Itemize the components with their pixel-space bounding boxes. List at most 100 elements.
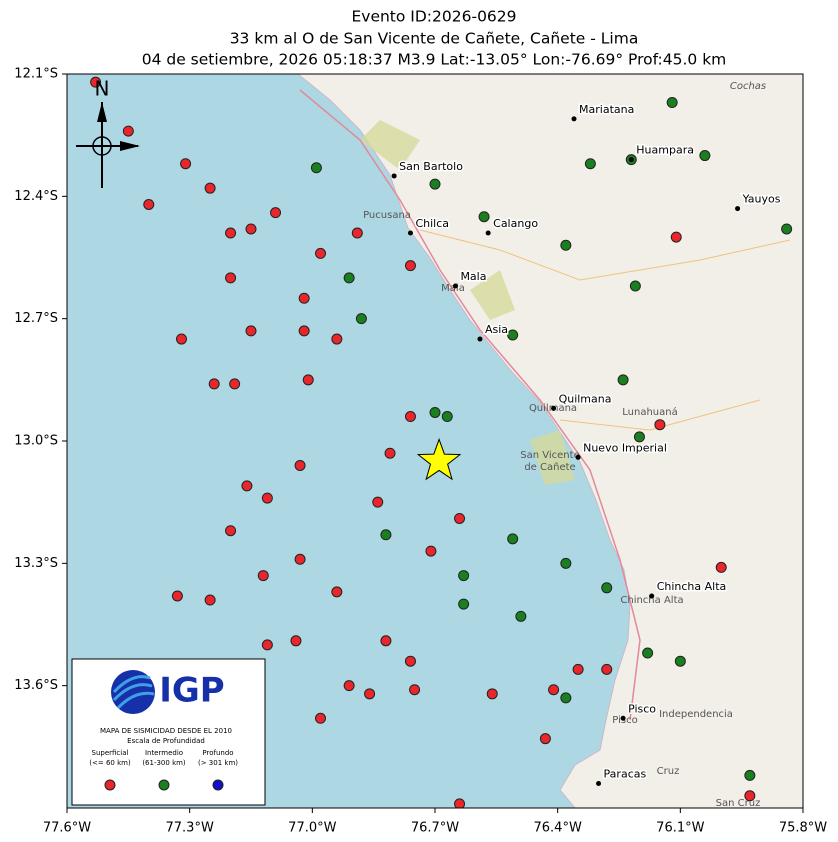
map-labels: Surco Cochas Pucusana Mala Quilmana San … — [363, 81, 766, 808]
earthquake — [294, 459, 306, 471]
city-dot — [649, 593, 655, 599]
earthquake — [180, 158, 192, 170]
city-label: San Bartolo — [399, 160, 463, 173]
y-tick-label: 13.0°S — [14, 434, 58, 449]
earthquake — [584, 158, 596, 170]
x-tick-label: 77.6°W — [43, 821, 91, 836]
city-dot — [620, 715, 626, 721]
earthquake — [507, 329, 519, 341]
arrow-head — [120, 141, 140, 151]
earthquake — [315, 712, 327, 724]
earthquake — [654, 419, 666, 431]
earthquake — [298, 292, 310, 304]
earthquake — [229, 378, 241, 390]
city-dot — [485, 230, 491, 236]
earthquake — [90, 76, 102, 88]
earthquake — [507, 533, 519, 545]
earthquake — [515, 610, 527, 622]
earthquake — [633, 431, 645, 443]
earthquake — [404, 411, 416, 423]
y-tick-label: 12.1°S — [14, 67, 58, 82]
earthquake — [380, 635, 392, 647]
earthquake — [225, 272, 237, 284]
earthquake — [245, 325, 257, 337]
city-label: Huampara — [636, 144, 694, 157]
x-tick-label: 77.3°W — [166, 821, 214, 836]
earthquake — [204, 594, 216, 606]
city-dot — [551, 405, 557, 411]
earthquake — [486, 688, 498, 700]
city-label: Asia — [485, 323, 508, 336]
earthquake — [331, 333, 343, 345]
earthquake — [642, 647, 654, 659]
event-star — [416, 437, 462, 481]
earthquake — [601, 582, 613, 594]
north-arrow: N — [76, 77, 140, 188]
earthquake — [380, 529, 392, 541]
earthquake — [175, 333, 187, 345]
earthquake — [343, 680, 355, 692]
y-tick-label: 13.6°S — [14, 678, 58, 693]
legend-marker — [104, 779, 116, 791]
map-label: Independencia — [659, 709, 733, 720]
city-label: Pisco — [628, 702, 656, 715]
earthquake — [744, 790, 756, 802]
earthquake — [122, 125, 134, 137]
city-label: Mariatana — [579, 103, 634, 116]
earthquake — [294, 553, 306, 565]
earthquake — [290, 635, 302, 647]
legend-name: Profundo — [202, 749, 233, 757]
map-label: San Vicente — [520, 450, 579, 461]
city-label: Quilmana — [559, 392, 612, 405]
y-tick-label: 12.7°S — [14, 311, 58, 326]
earthquake — [409, 684, 421, 696]
earthquake — [204, 182, 216, 194]
earthquake — [478, 211, 490, 223]
earthquake — [715, 561, 727, 573]
highway — [299, 89, 641, 721]
title-line: 33 km al O de San Vicente de Cañete, Cañ… — [230, 30, 639, 48]
city-dot — [407, 230, 413, 236]
earthquake — [560, 557, 572, 569]
x-tick-label: 76.4°W — [534, 821, 582, 836]
earthquake — [331, 586, 343, 598]
earthquake — [355, 313, 367, 325]
city-dot — [628, 157, 634, 163]
earthquake — [744, 769, 756, 781]
legend: IGP MAPA DE SISMICIDAD DESDE EL 2010 Esc… — [71, 658, 266, 806]
map-label: Pucusana — [363, 210, 411, 221]
map-label: Lunahuaná — [622, 406, 677, 418]
earthquake — [670, 231, 682, 243]
logo-text: IGP — [159, 671, 224, 711]
city-dot — [571, 116, 577, 122]
north-label: N — [95, 77, 110, 101]
earthquake — [674, 655, 686, 667]
earthquake — [225, 525, 237, 537]
city-label: Calango — [493, 217, 538, 230]
map-label: Mala — [441, 283, 465, 294]
map-label: Chincha Alta — [620, 595, 683, 606]
city-dot — [735, 206, 741, 212]
road — [419, 229, 791, 431]
x-tick-label: 75.8°W — [779, 821, 827, 836]
city-label: Chilca — [415, 217, 449, 230]
earthquake — [310, 162, 322, 174]
earthquake — [617, 374, 629, 386]
earthquake — [458, 570, 470, 582]
title-line: 04 de setiembre, 2026 05:18:37 M3.9 Lat:… — [142, 51, 727, 69]
earthquake — [429, 406, 441, 418]
x-tick-label: 76.7°W — [411, 821, 459, 836]
earthquake — [454, 512, 466, 524]
earthquake — [666, 97, 678, 109]
legend-marker — [212, 779, 224, 791]
earthquake — [261, 639, 273, 651]
x-tick-label: 77.0°W — [288, 821, 336, 836]
map-label: Cochas — [730, 81, 766, 92]
earthquake — [270, 207, 282, 219]
earthquake — [384, 447, 396, 459]
earthquake — [257, 570, 269, 582]
city-label: Yauyos — [742, 193, 781, 206]
title-line: Evento ID:2026-0629 — [351, 8, 516, 26]
legend-name: Intermedio — [145, 749, 183, 757]
